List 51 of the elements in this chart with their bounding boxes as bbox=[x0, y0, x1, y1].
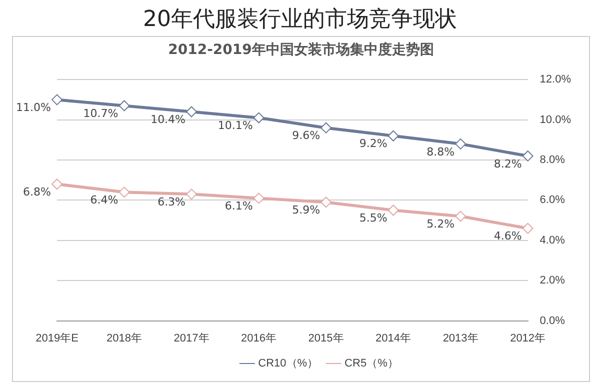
x-tick-label: 2015年 bbox=[308, 332, 344, 344]
point bbox=[253, 112, 264, 124]
point bbox=[186, 188, 198, 200]
point bbox=[118, 100, 130, 112]
data-label: 6.1% bbox=[224, 200, 253, 213]
chart-subtitle: 2012-2019年中国女装市场集中度走势图 bbox=[167, 41, 435, 59]
y-tick-label: 2.0% bbox=[540, 274, 566, 287]
x-tick-label: 2017年 bbox=[174, 332, 210, 344]
y-tick-label: 6.0% bbox=[540, 194, 566, 206]
point bbox=[186, 106, 198, 118]
point bbox=[118, 186, 130, 198]
legend-label: CR5（%） bbox=[344, 358, 398, 370]
data-label: 11.0% bbox=[16, 101, 51, 114]
data-label: 10.1% bbox=[218, 119, 253, 132]
point bbox=[52, 178, 62, 190]
data-label: 6.4% bbox=[90, 194, 118, 207]
data-label: 10.4% bbox=[150, 113, 186, 126]
data-label: 5.2% bbox=[426, 218, 455, 231]
y-tick-label: 10.0% bbox=[540, 114, 572, 126]
x-tick-label: 2014年 bbox=[376, 332, 412, 344]
point bbox=[388, 130, 399, 142]
data-label: 5.5% bbox=[359, 212, 388, 225]
data-label: 8.2% bbox=[494, 157, 522, 170]
y-tick-label: 0.0% bbox=[540, 314, 566, 327]
data-label: 9.2% bbox=[359, 137, 388, 150]
data-label: 10.7% bbox=[83, 107, 118, 120]
point bbox=[522, 150, 534, 162]
point bbox=[320, 122, 332, 134]
point bbox=[320, 196, 332, 208]
data-label: 4.6% bbox=[494, 230, 522, 243]
chart-title: 20年代服装行业的市场竞争现状 bbox=[142, 6, 458, 34]
x-tick-label: 2019年E bbox=[36, 332, 78, 344]
y-tick-label: 12.0% bbox=[540, 74, 572, 86]
x-tick-label: 2012年 bbox=[510, 332, 546, 344]
point bbox=[253, 192, 264, 204]
point bbox=[522, 222, 534, 234]
data-label: 6.3% bbox=[158, 196, 186, 209]
x-tick-label: 2013年 bbox=[442, 332, 478, 344]
legend-label: CR10（%） bbox=[258, 358, 318, 370]
point bbox=[52, 94, 62, 106]
y-tick-label: 4.0% bbox=[540, 234, 566, 246]
point bbox=[455, 138, 466, 150]
x-tick-label: 2016年 bbox=[241, 332, 277, 344]
x-tick-label: 2018年 bbox=[106, 332, 142, 344]
point bbox=[455, 210, 466, 222]
data-label: 6.8% bbox=[23, 185, 51, 198]
data-label: 9.6% bbox=[292, 129, 320, 142]
y-tick-label: 8.0% bbox=[540, 154, 566, 166]
data-label: 8.8% bbox=[426, 145, 455, 158]
data-label: 5.9% bbox=[292, 204, 320, 217]
point bbox=[388, 204, 399, 216]
